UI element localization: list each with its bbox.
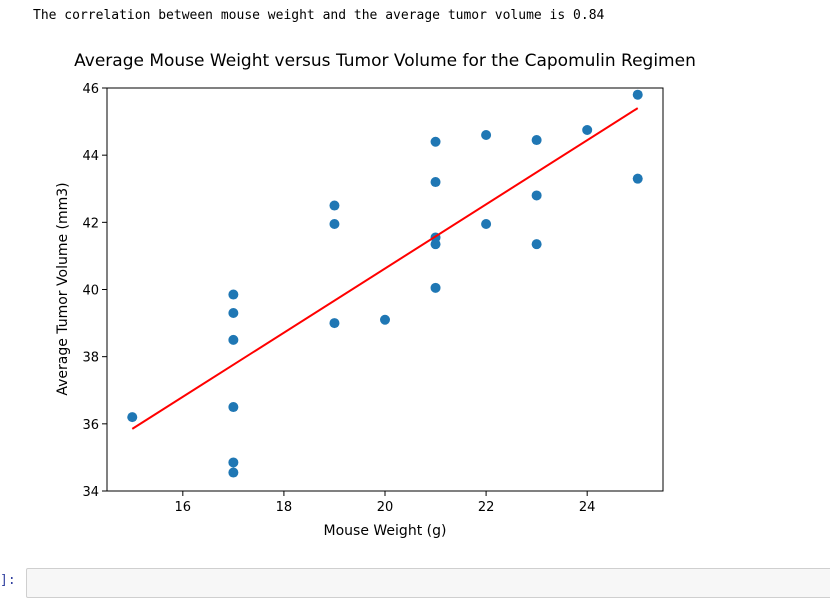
data-point — [228, 289, 239, 300]
scatter-chart: Average Mouse Weight versus Tumor Volume… — [55, 51, 696, 539]
data-point — [329, 318, 340, 329]
y-tick-label: 34 — [82, 485, 99, 500]
y-axis-label: Average Tumor Volume (mm3) — [55, 182, 71, 395]
code-cell-input[interactable] — [26, 568, 830, 598]
data-point — [380, 314, 390, 325]
x-tick-label: 16 — [175, 500, 192, 515]
chart-title: Average Mouse Weight versus Tumor Volume… — [74, 51, 696, 71]
x-tick-label: 18 — [276, 500, 293, 515]
data-point — [481, 219, 492, 230]
data-point — [531, 190, 542, 201]
data-point — [481, 130, 492, 141]
data-point — [632, 173, 643, 184]
data-point — [228, 308, 239, 319]
y-tick-label: 38 — [82, 351, 99, 366]
y-tick-label: 42 — [82, 216, 99, 231]
y-tick-label: 40 — [82, 284, 99, 299]
plot-frame — [106, 87, 664, 492]
data-point — [582, 124, 593, 135]
x-tick-label: 22 — [478, 500, 495, 515]
x-axis-label: Mouse Weight (g) — [324, 523, 447, 539]
data-point — [228, 457, 239, 468]
data-point — [430, 239, 441, 250]
data-point — [430, 282, 441, 293]
y-tick-label: 36 — [82, 418, 99, 433]
y-tick-label: 46 — [82, 82, 99, 97]
data-point — [329, 200, 340, 211]
x-tick-label: 20 — [377, 500, 394, 515]
data-point — [228, 402, 239, 413]
data-point — [228, 334, 239, 345]
data-point — [127, 412, 138, 423]
data-point — [228, 467, 239, 478]
data-point — [531, 135, 542, 146]
y-tick-label: 44 — [82, 149, 99, 164]
x-tick-label: 24 — [579, 500, 596, 515]
correlation-output: The correlation between mouse weight and… — [33, 8, 605, 23]
data-point — [632, 89, 643, 100]
data-point — [329, 219, 340, 230]
cell-prompt: ]: — [0, 573, 16, 588]
data-point — [430, 136, 441, 147]
data-point — [531, 239, 542, 250]
regression-line — [131, 107, 639, 430]
data-point — [430, 177, 441, 188]
